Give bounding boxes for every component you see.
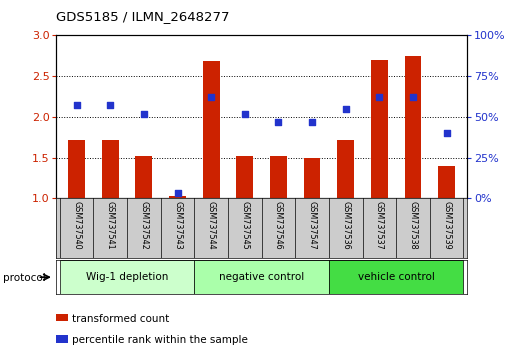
Bar (270, 156, 287, 198)
Text: negative control: negative control (219, 272, 304, 282)
Point (140, 111, 148, 116)
Text: GSM737542: GSM737542 (140, 201, 148, 250)
Point (207, 95, 215, 100)
Text: GSM737543: GSM737543 (173, 201, 182, 250)
Text: protocol: protocol (3, 273, 45, 283)
Text: GSM737544: GSM737544 (207, 201, 215, 250)
Text: percentile rank within the sample: percentile rank within the sample (72, 335, 248, 345)
Bar (102, 139, 119, 198)
Point (443, 130, 451, 136)
Text: GSM737545: GSM737545 (240, 201, 249, 250)
Text: GSM737547: GSM737547 (308, 201, 317, 250)
Bar (68, 139, 85, 198)
Text: GSM737539: GSM737539 (442, 201, 451, 250)
Bar (169, 196, 186, 198)
Point (106, 103, 114, 108)
Point (342, 106, 350, 112)
Point (173, 190, 182, 196)
Bar (304, 158, 321, 198)
Bar (338, 139, 354, 198)
Point (274, 119, 283, 125)
Text: GSM737546: GSM737546 (274, 201, 283, 250)
Point (376, 95, 384, 100)
Text: Wig-1 depletion: Wig-1 depletion (86, 272, 168, 282)
Bar (135, 156, 152, 198)
Text: GSM737537: GSM737537 (375, 201, 384, 250)
Text: GSM737536: GSM737536 (341, 201, 350, 250)
Point (308, 119, 316, 125)
Text: vehicle control: vehicle control (358, 272, 435, 282)
Point (241, 111, 249, 116)
Point (409, 95, 417, 100)
Bar (203, 62, 220, 198)
Point (72, 103, 81, 108)
Text: transformed count: transformed count (72, 314, 169, 324)
Text: GSM737541: GSM737541 (106, 201, 115, 250)
Bar (194, 260, 329, 294)
Text: GSM737540: GSM737540 (72, 201, 81, 250)
Bar (60, 260, 194, 294)
Text: GSM737538: GSM737538 (408, 201, 418, 250)
Bar (371, 60, 388, 198)
Bar (236, 156, 253, 198)
Bar (405, 56, 421, 198)
Bar (329, 260, 463, 294)
Bar (438, 166, 455, 198)
Text: GDS5185 / ILMN_2648277: GDS5185 / ILMN_2648277 (56, 10, 230, 23)
